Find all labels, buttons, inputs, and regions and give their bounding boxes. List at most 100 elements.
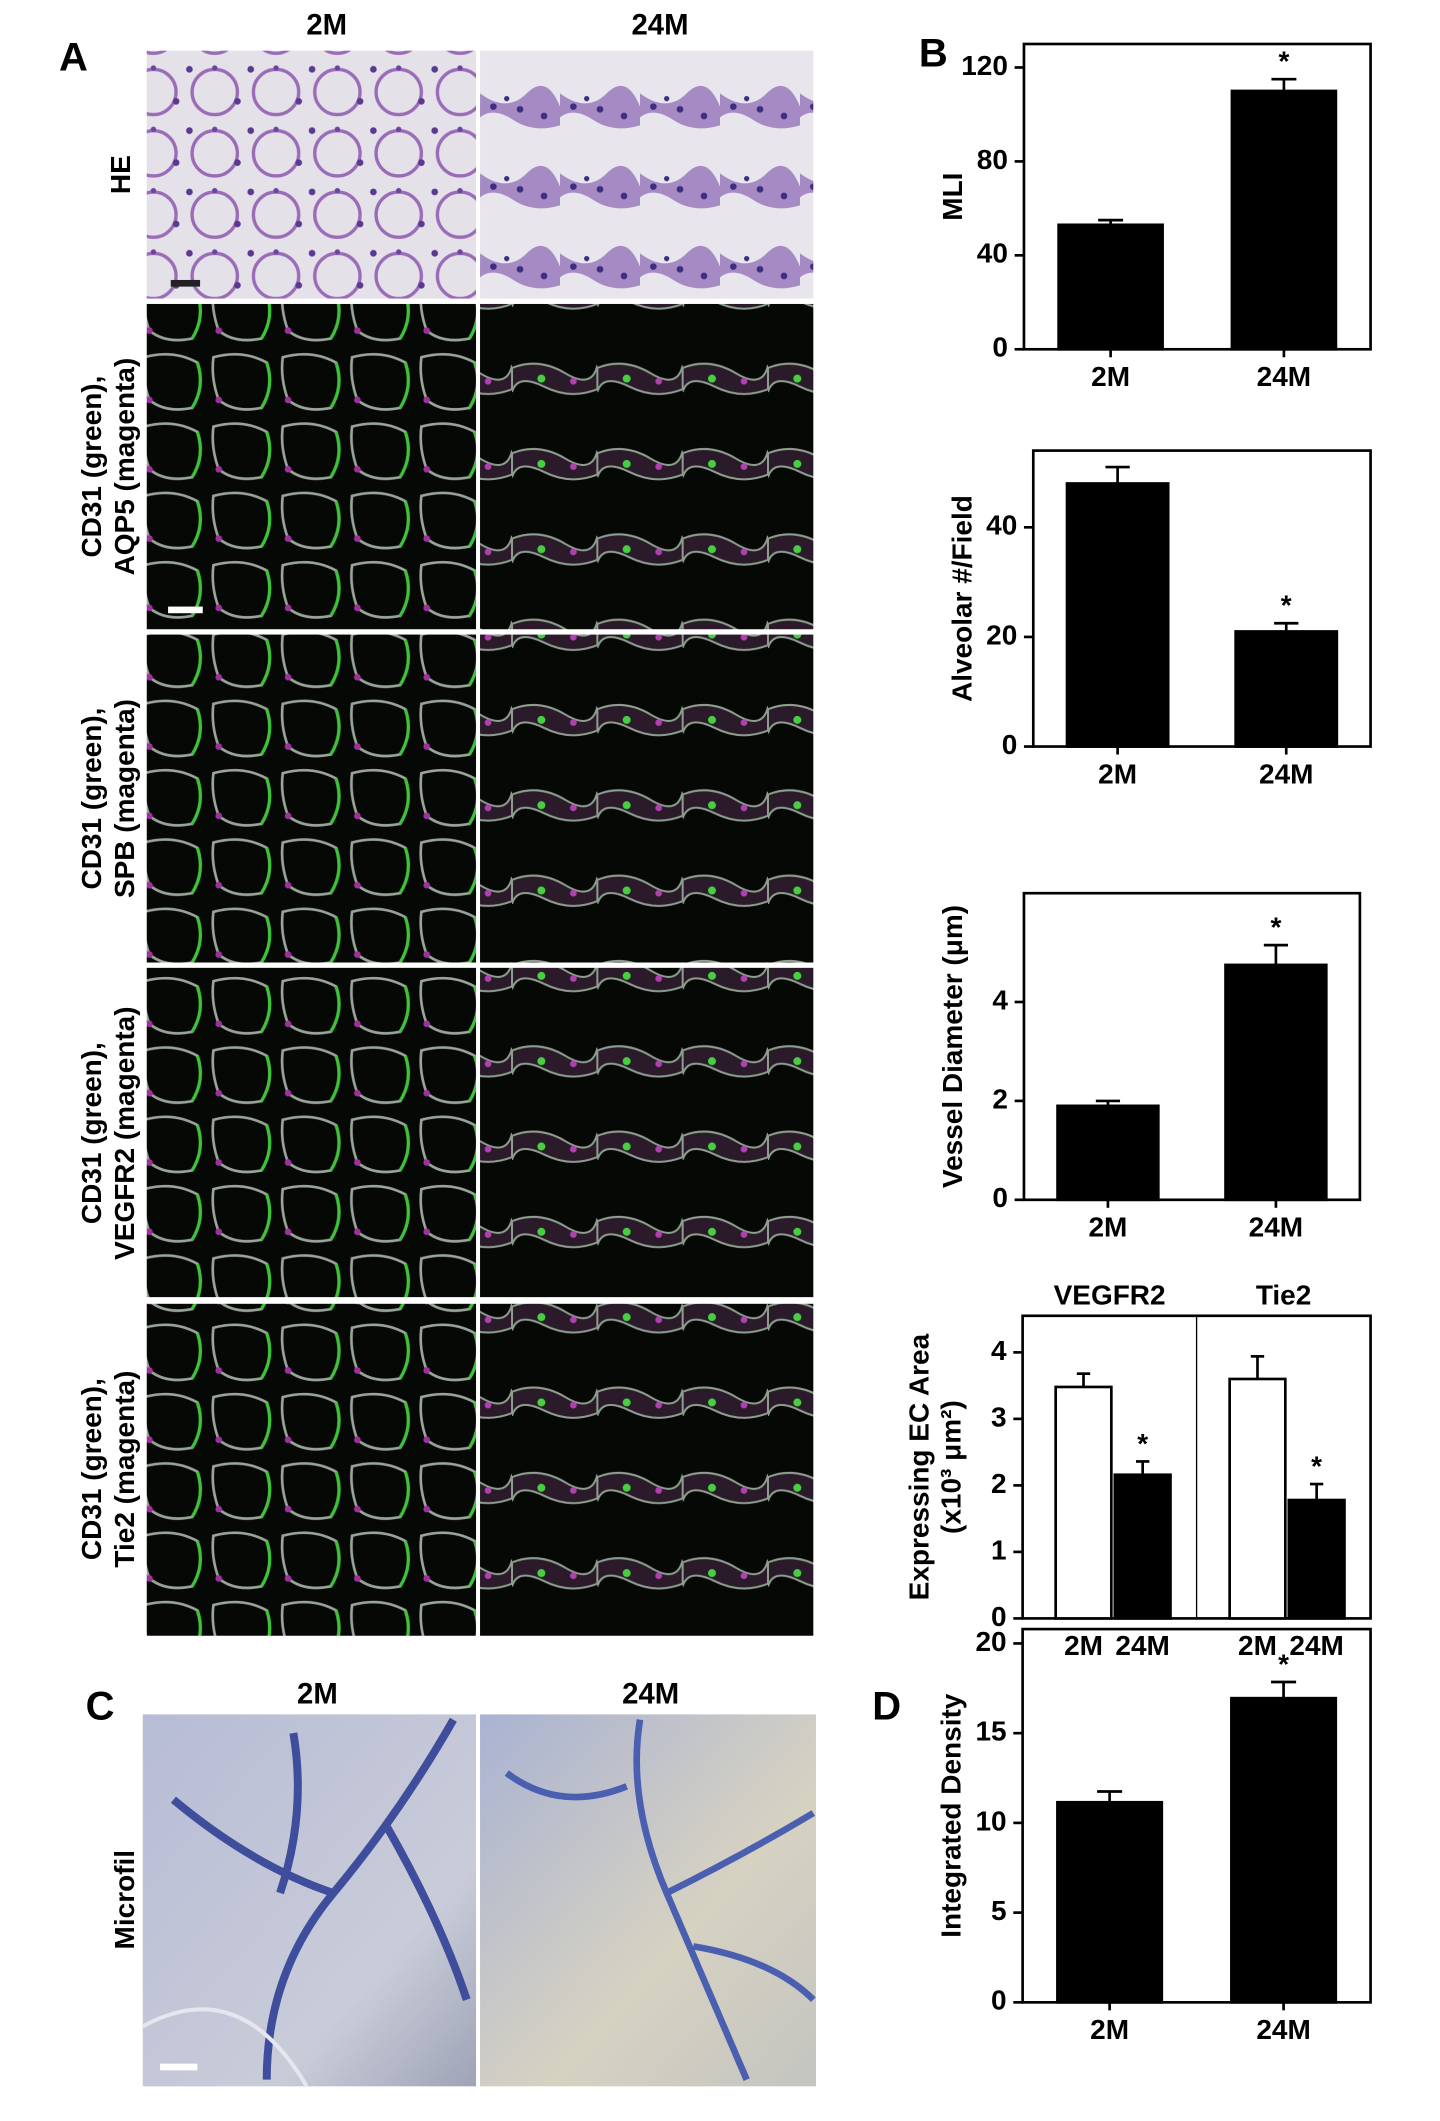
- significance-mark: *: [1270, 912, 1281, 943]
- y-tick-label: 4: [992, 984, 1008, 1015]
- bar: [1113, 1473, 1172, 1620]
- significance-mark: *: [1311, 1450, 1322, 1481]
- micrograph: [480, 1714, 816, 2087]
- row-label: VEGFR2 (magenta): [109, 1006, 140, 1259]
- y-axis-label: Expressing EC Area: [904, 1333, 935, 1600]
- y-tick-label: 80: [977, 144, 1008, 175]
- panel-label: C: [86, 1685, 115, 1729]
- y-tick-label: 0: [992, 1182, 1008, 1213]
- row-label: AQP5 (magenta): [109, 358, 140, 576]
- x-tick-label: 2M: [1090, 2014, 1129, 2045]
- plot-frame: [1021, 1627, 1372, 2004]
- y-tick-label: 0: [991, 1985, 1007, 2016]
- significance-mark: *: [1278, 46, 1289, 77]
- y-tick-label: 0: [1002, 729, 1018, 760]
- x-tick-label: 24M: [1257, 361, 1311, 392]
- y-tick-label: 2: [992, 1083, 1008, 1114]
- plot-frame: [1031, 449, 1372, 748]
- plot-frame: [1022, 891, 1362, 1202]
- row-label: HE: [105, 155, 136, 194]
- column-header: 24M: [631, 8, 688, 41]
- bar: [1230, 89, 1338, 351]
- x-tick-label: 24M: [1249, 1212, 1303, 1243]
- x-tick-label: 2M: [1098, 758, 1137, 789]
- panel-label: A: [59, 36, 88, 80]
- group-label: VEGFR2: [1054, 1280, 1166, 1311]
- panel-label: B: [919, 32, 948, 76]
- bar: [1056, 1104, 1160, 1202]
- significance-mark: *: [1137, 1428, 1148, 1459]
- column-header: 24M: [622, 1677, 679, 1710]
- row-label: CD31 (green),: [76, 1042, 107, 1224]
- micrograph: [146, 50, 477, 299]
- micrograph: [146, 634, 477, 963]
- y-tick-label: 1: [991, 1534, 1007, 1565]
- micrograph: [146, 1303, 477, 1636]
- bar: [1228, 1377, 1287, 1620]
- y-tick-label: 3: [991, 1401, 1007, 1432]
- column-header: 2M: [297, 1677, 338, 1710]
- significance-mark: *: [1278, 1648, 1289, 1679]
- y-tick-label: 10: [975, 1805, 1006, 1836]
- y-axis-label: MLI: [937, 173, 968, 221]
- y-tick-label: 2: [991, 1468, 1007, 1499]
- bar: [1224, 963, 1328, 1202]
- y-axis-label: Integrated Density: [936, 1693, 967, 1938]
- x-tick-label: 24M: [1259, 758, 1313, 789]
- micrograph: [480, 634, 814, 963]
- x-tick-label: 24M: [1256, 2014, 1310, 2045]
- row-label: Microfil: [109, 1850, 140, 1950]
- bar: [1230, 1696, 1338, 2004]
- y-tick-label: 5: [991, 1895, 1007, 1926]
- scale-bar: [160, 2063, 198, 2071]
- y-tick-label: 40: [986, 510, 1017, 541]
- vessel: [504, 1719, 816, 2081]
- lobe-edge: [141, 2007, 309, 2088]
- group-label: Tie2: [1256, 1280, 1312, 1311]
- y-tick-label: 20: [986, 619, 1017, 650]
- scale-bar: [170, 279, 201, 287]
- y-tick-label: 20: [975, 1626, 1006, 1657]
- column-header: 2M: [306, 8, 347, 41]
- y-tick-label: 15: [975, 1716, 1006, 1747]
- bar: [1234, 630, 1339, 748]
- panel-label: D: [872, 1685, 901, 1729]
- y-tick-label: 4: [991, 1335, 1007, 1366]
- vessel: [170, 1717, 471, 2080]
- y-tick-label: 120: [961, 50, 1008, 81]
- row-label: CD31 (green),: [76, 376, 107, 558]
- y-axis-label: Vessel Diameter (μm): [937, 905, 968, 1188]
- bar: [1057, 223, 1164, 351]
- bar: [1287, 1498, 1346, 1620]
- y-axis-label: (x10³ μm²): [936, 1400, 967, 1534]
- bar: [1054, 1385, 1113, 1620]
- micrograph: [480, 967, 814, 1298]
- micrograph: [146, 303, 477, 630]
- x-tick-label: 2M: [1089, 1212, 1128, 1243]
- x-tick-label: 2M: [1238, 1630, 1277, 1661]
- row-label: Tie2 (magenta): [109, 1371, 140, 1568]
- micrograph: [146, 967, 477, 1298]
- y-tick-label: 0: [992, 332, 1008, 363]
- x-tick-label: 2M: [1064, 1630, 1103, 1661]
- significance-mark: *: [1281, 590, 1292, 621]
- row-label: CD31 (green),: [76, 708, 107, 890]
- row-label: CD31 (green),: [76, 1378, 107, 1560]
- micrograph: [480, 303, 814, 630]
- y-tick-label: 0: [991, 1601, 1007, 1632]
- bar: [1065, 482, 1170, 748]
- y-axis-label: Alveolar #/Field: [946, 495, 977, 702]
- scale-bar: [168, 606, 203, 614]
- x-tick-label: 24M: [1289, 1630, 1343, 1661]
- micrograph: [480, 50, 814, 299]
- row-label: SPB (magenta): [109, 699, 140, 898]
- plot-frame: [1022, 42, 1372, 351]
- x-tick-label: 2M: [1091, 361, 1130, 392]
- micrograph: [480, 1303, 814, 1636]
- y-tick-label: 40: [977, 238, 1008, 269]
- bar: [1056, 1800, 1164, 2004]
- x-tick-label: 24M: [1115, 1630, 1169, 1661]
